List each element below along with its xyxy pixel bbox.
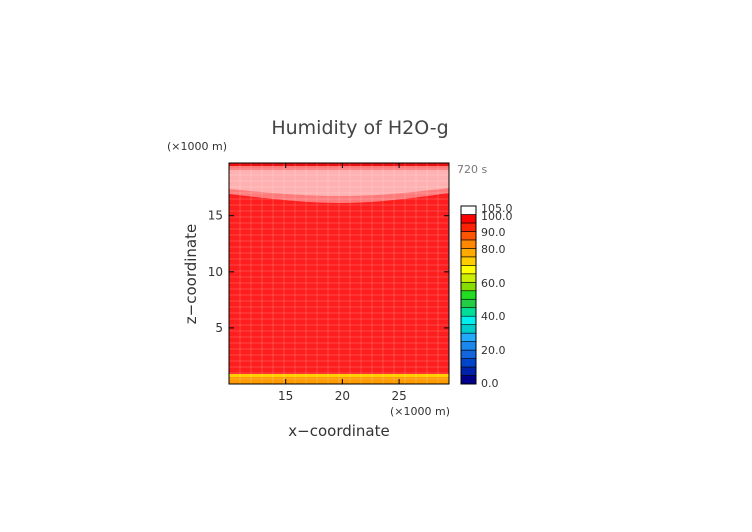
- surface-layer: [229, 374, 449, 384]
- colorbar-tick-label: 90.0: [481, 226, 506, 239]
- heatmap-plot: [228, 162, 450, 385]
- grid-lines: [229, 163, 449, 384]
- colorbar-swatch: [460, 298, 477, 309]
- y-unit-label: (×1000 m): [167, 140, 227, 153]
- colorbar-swatch: [460, 349, 477, 359]
- x-axis-ticks: 15 20 25: [278, 163, 407, 403]
- colorbar-swatch: [460, 256, 477, 266]
- colorbar-tick-label: 60.0: [481, 277, 506, 290]
- colorbar-tick-label: 100.0: [481, 210, 513, 223]
- colorbar-swatch: [460, 332, 477, 342]
- y-axis-title: z−coordinate: [182, 224, 200, 324]
- colorbar-tick-label: 0.0: [481, 377, 499, 390]
- top-edge-band: [229, 163, 449, 166]
- colorbar-tick-label: 20.0: [481, 344, 506, 357]
- upper-cap-inner-contour: [229, 170, 449, 196]
- colorbar-swatch: [460, 366, 477, 376]
- time-label: 720 s: [457, 163, 487, 176]
- y-tick-label: 15: [208, 209, 223, 223]
- colorbar-swatch: [460, 231, 477, 241]
- colorbar-swatch: [460, 205, 477, 215]
- surface-layer-top: [229, 374, 449, 377]
- colorbar-tick-label: 80.0: [481, 243, 506, 256]
- x-unit-label: (×1000 m): [390, 405, 450, 418]
- colorbar-swatch: [460, 315, 477, 325]
- colorbar-swatch: [460, 358, 477, 368]
- colorbar-swatch: [460, 375, 477, 385]
- colorbar-tick-label: 40.0: [481, 310, 506, 323]
- colorbar-swatch: [460, 341, 477, 351]
- colorbar-swatch: [460, 281, 477, 292]
- x-tick-label: 20: [335, 389, 350, 403]
- colorbar-swatch: [460, 239, 477, 249]
- colorbar-swatch: [460, 248, 477, 258]
- x-axis-title: x−coordinate: [288, 422, 389, 440]
- colorbar-frame: [460, 205, 477, 385]
- x-tick-label: 15: [278, 389, 293, 403]
- plot-frame: [228, 162, 450, 385]
- y-axis-ticks: 5 10 15: [208, 209, 449, 335]
- x-tick-label: 25: [391, 389, 406, 403]
- colorbar-swatch: [460, 290, 477, 300]
- colorbar-swatch: [460, 214, 477, 224]
- colorbar-swatch: [460, 273, 477, 283]
- colorbar-tick-label: 105.0: [481, 202, 513, 215]
- y-tick-label: 10: [208, 265, 223, 279]
- colorbar-swatch: [460, 265, 477, 275]
- y-tick-label: 5: [215, 321, 223, 335]
- colorbar-swatch: [460, 324, 477, 334]
- colorbar-swatch: [460, 307, 477, 317]
- chart-title: Humidity of H2O-g: [271, 117, 448, 139]
- colorbar-swatch: [460, 222, 477, 232]
